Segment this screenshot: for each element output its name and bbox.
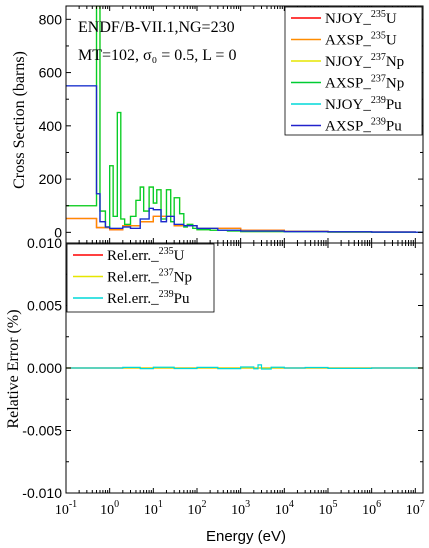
relative-error-legend-label: Rel.err._235U <box>107 246 185 264</box>
x-tick-label: 101 <box>144 499 163 518</box>
cross-section-annotation-line-1: ENDF/B-VII.1,NG=230 <box>78 19 235 36</box>
x-tick-label: 106 <box>362 499 381 518</box>
x-tick-label: 10-1 <box>55 499 77 518</box>
cross-section-legend-label: NJOY_239Pu <box>325 95 402 113</box>
cross-section-plot-area <box>66 6 423 233</box>
cross-section-legend-label: NJOY_237Np <box>325 52 404 70</box>
series-line-axsp_235u <box>66 215 423 233</box>
series-line-axsp_239pu <box>66 85 423 233</box>
x-tick-label: 100 <box>100 499 119 518</box>
relative-error-y-axis-label: Relative Error (%) <box>5 309 22 428</box>
y-tick-label: -0.005 <box>22 423 62 439</box>
cross-section-annotation-line-2: MT=102, σ₀ = 0.5, L = 0 <box>78 47 236 64</box>
y-tick-label: -0.010 <box>22 485 62 501</box>
x-tick-label: 102 <box>187 499 206 518</box>
cross-section-legend-label: NJOY_235U <box>325 9 397 27</box>
y-tick-label: 800 <box>39 11 63 27</box>
relative-error-legend-label: Rel.err._237Np <box>107 268 192 286</box>
x-tick-label: 107 <box>406 499 425 518</box>
y-tick-label: 0 <box>54 224 62 240</box>
y-tick-label: 200 <box>39 171 63 187</box>
x-tick-label: 105 <box>318 499 337 518</box>
x-tick-label: 103 <box>231 499 250 518</box>
relative-error-panel: -0.010 -0.005 0.000 0.005 0.010 10-1 100 101 102… <box>5 235 425 545</box>
y-tick-label: 600 <box>39 65 63 81</box>
y-tick-label: 400 <box>39 118 63 134</box>
cross-section-y-axis-label: Cross Section (barns) <box>11 51 28 189</box>
relative-error-plot-area <box>66 364 423 370</box>
cross-section-legend-box <box>284 6 423 136</box>
y-tick-label: 0.010 <box>27 235 62 251</box>
energy-x-axis-label: Energy (eV) <box>206 528 286 545</box>
series-line-relerr_239pu <box>66 364 423 370</box>
y-tick-label: 0.005 <box>27 298 62 314</box>
cross-section-legend: NJOY_235U AXSP_235U NJOY_237Np AXSP_237Np NJ… <box>284 6 423 136</box>
cross-section-legend-label: AXSP_237Np <box>325 74 404 92</box>
relative-error-axes: -0.010 -0.005 0.000 0.005 0.010 10-1 100 101 102… <box>22 235 425 518</box>
x-tick-label: 104 <box>275 499 294 518</box>
cross-section-panel: 0 200 400 600 800 ENDF/B-VII.1,NG=230 MT=102… <box>11 5 424 244</box>
y-tick-label: 0.000 <box>27 360 62 376</box>
relative-error-legend: Rel.err._235U Rel.err._237Np Rel.err._239P… <box>66 243 215 313</box>
cross-section-legend-label: AXSP_235U <box>325 31 397 49</box>
cross-section-legend-label: AXSP_239Pu <box>325 117 402 135</box>
relative-error-legend-label: Rel.err._239Pu <box>107 289 190 307</box>
